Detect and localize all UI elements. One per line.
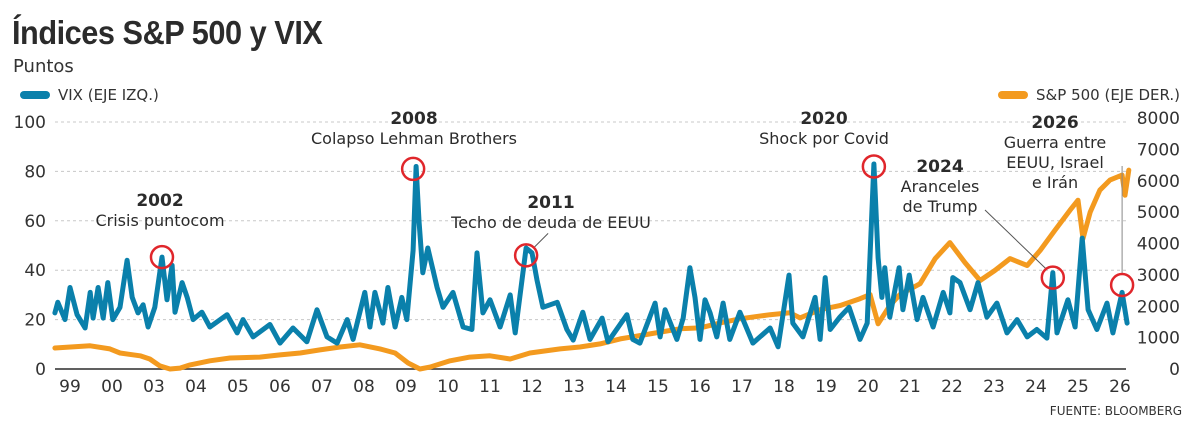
leader-line-2024 [984, 209, 1047, 269]
annotation-text: EEUU, Israel [1006, 153, 1104, 172]
annotation-2011: 2011 Techo de deuda de EEUU [451, 193, 651, 233]
annotation-2024: 2024 Aranceles de Trump [901, 157, 980, 217]
x-tick-label: 09 [395, 377, 417, 397]
y-right-tick-label: 0 [1169, 360, 1180, 380]
chart-title: Índices S&P 500 y VIX [12, 14, 323, 51]
x-tick-label: 19 [815, 377, 837, 397]
x-tick-label: 07 [311, 377, 333, 397]
x-tick-label: 24 [1025, 377, 1047, 397]
y-right-tick-label: 1000 [1137, 329, 1180, 349]
x-tick-label: 20 [857, 377, 879, 397]
x-tick-label: 16 [689, 377, 711, 397]
y-right-tick-label: 8000 [1137, 109, 1180, 129]
annotation-2020: 2020 Shock por Covid [759, 109, 889, 149]
x-tick-label: 05 [227, 377, 249, 397]
annotation-text: e Irán [1031, 173, 1079, 192]
annotation-2002: 2002 Crisis puntocom [95, 191, 224, 231]
leader-line-2011 [533, 233, 549, 248]
annotation-year: 2026 [1031, 113, 1079, 133]
x-tick-label: 04 [185, 377, 207, 397]
legend-swatch-sp500 [998, 91, 1029, 99]
y-right-tick-label: 6000 [1137, 172, 1180, 192]
y-left-tick-label: 100 [14, 113, 46, 133]
annotation-text: Colapso Lehman Brothers [311, 129, 517, 148]
chart-subtitle: Puntos [13, 56, 74, 77]
x-tick-label: 17 [731, 377, 753, 397]
annotation-text: de Trump [902, 197, 978, 216]
annotation-year: 2008 [390, 109, 438, 129]
y-right-tick-label: 2000 [1137, 297, 1180, 317]
highlight-circle-2002 [149, 244, 175, 270]
x-tick-label: 21 [899, 377, 921, 397]
y-left-tick-label: 60 [24, 212, 46, 232]
x-tick-label: 99 [59, 377, 81, 397]
annotation-text: Crisis puntocom [95, 211, 225, 230]
annotation-year: 2024 [916, 157, 964, 177]
annotation-2026: 2026 Guerra entre EEUU, Israel e Irán [1004, 113, 1106, 193]
x-tick-label: 03 [143, 377, 165, 397]
annotation-text: Aranceles [900, 177, 980, 196]
x-tick-label: 15 [647, 377, 669, 397]
vix-line [52, 161, 1130, 350]
x-tick-label: 10 [437, 377, 459, 397]
x-tick-label: 25 [1067, 377, 1089, 397]
legend-swatch-vix [20, 91, 50, 99]
x-tick-label: 00 [101, 377, 123, 397]
highlight-circle-2008 [400, 156, 426, 182]
y-left-tick-label: 20 [24, 311, 46, 331]
y-left-tick-label: 0 [35, 360, 46, 380]
x-tick-label: 08 [353, 377, 375, 397]
x-tick-label: 14 [605, 377, 627, 397]
x-tick-label: 11 [479, 377, 501, 397]
x-tick-label: 23 [983, 377, 1005, 397]
annotation-year: 2002 [136, 191, 184, 211]
x-tick-label: 13 [563, 377, 585, 397]
legend-sp500: S&P 500 (EJE DER.) [998, 86, 1180, 104]
sp500-line [52, 167, 1132, 372]
y-right-tick-label: 3000 [1137, 266, 1180, 286]
annotation-text: Shock por Covid [759, 129, 889, 148]
x-tick-label: 18 [773, 377, 795, 397]
legend-label-vix: VIX (EJE IZQ.) [58, 86, 159, 104]
x-tick-label: 12 [521, 377, 543, 397]
y-left-tick-label: 80 [24, 162, 46, 182]
annotation-text: Guerra entre [1003, 133, 1107, 152]
annotation-year: 2011 [527, 193, 575, 213]
x-tick-label: 06 [269, 377, 291, 397]
annotation-year: 2020 [800, 109, 848, 129]
source-note: FUENTE: BLOOMBERG [1049, 404, 1182, 418]
y-right-tick-label: 7000 [1137, 140, 1180, 160]
y-right-tick-label: 5000 [1137, 203, 1180, 223]
y-left-tick-label: 40 [24, 261, 46, 281]
legend-vix: VIX (EJE IZQ.) [20, 86, 159, 104]
highlight-circle-2026 [1109, 272, 1135, 298]
annotation-text: Techo de deuda de EEUU [451, 213, 651, 232]
y-right-tick-label: 4000 [1137, 235, 1180, 255]
legend-label-sp500: S&P 500 (EJE DER.) [1036, 86, 1180, 104]
annotation-2008: 2008 Colapso Lehman Brothers [311, 109, 517, 149]
x-tick-label: 26 [1109, 377, 1131, 397]
x-tick-label: 22 [941, 377, 963, 397]
highlight-circle-2011 [513, 243, 539, 268]
highlight-circle-2024 [1040, 265, 1066, 290]
highlight-circle-2020 [861, 154, 887, 179]
